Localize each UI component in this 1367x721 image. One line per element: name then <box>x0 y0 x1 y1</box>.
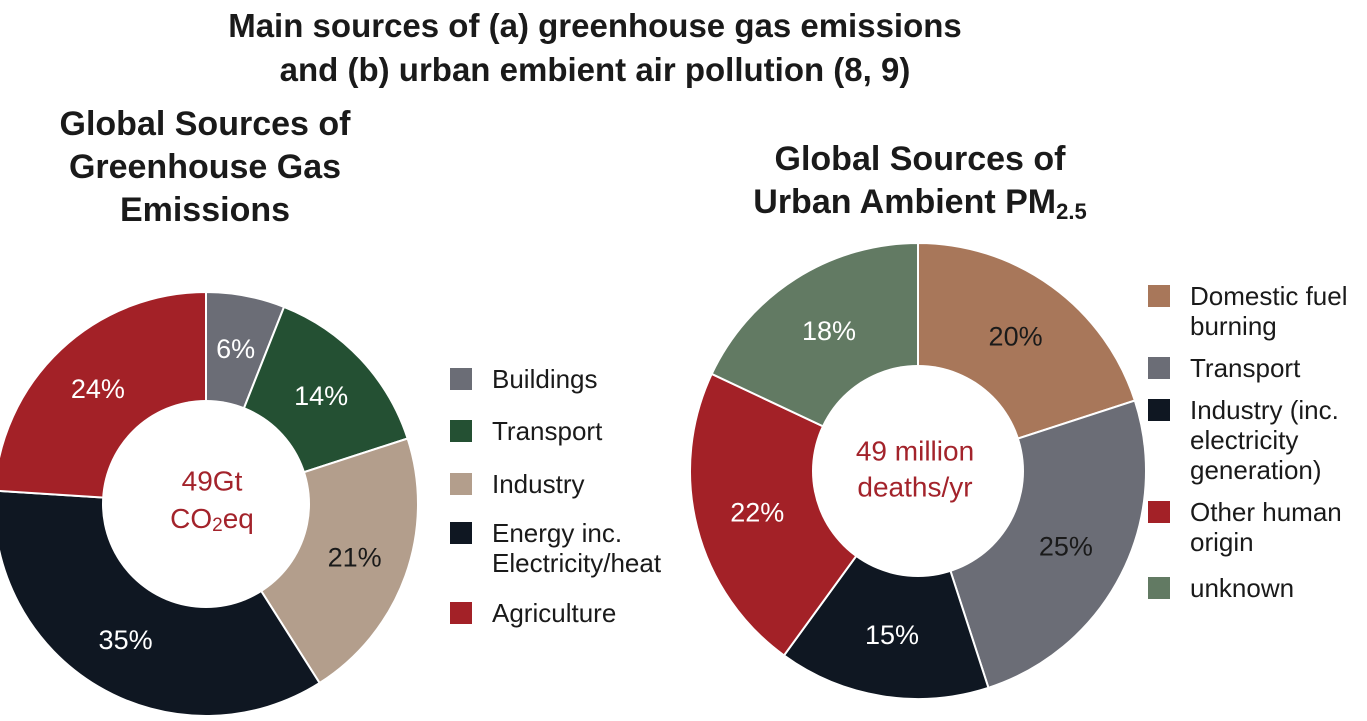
legend-label: Energy inc. Electricity/heat <box>492 518 662 578</box>
legend-label: Domestic fuel burning <box>1190 281 1348 341</box>
chart-a-title-line2: Greenhouse Gas <box>68 148 342 186</box>
figure-title-line2: and (b) urban embient air pollution (8, … <box>279 51 911 88</box>
legend-label: unknown <box>1190 573 1295 603</box>
legend-swatch <box>450 473 472 495</box>
figure-title: Main sources of (a) greenhouse gas emiss… <box>0 4 1190 92</box>
legend-swatch <box>450 420 472 442</box>
chart-b-title: Global Sources of Urban Ambient PM2.5 <box>700 138 1140 233</box>
slice-label-other-human-origin: 22% <box>730 497 784 527</box>
legend-label: Transport <box>1190 353 1301 383</box>
legend-swatch <box>1148 501 1170 523</box>
donut-hole <box>812 365 1024 577</box>
slice-label-transport: 14% <box>294 381 348 411</box>
chart-a-title-line3: Emissions <box>119 191 291 229</box>
figure-title-line1: Main sources of (a) greenhouse gas emiss… <box>228 7 962 44</box>
slice-label-energy-inc-electricity-heat: 35% <box>99 625 153 655</box>
legend-swatch <box>450 522 472 544</box>
chart-a-center-total: 49Gt <box>182 466 243 497</box>
legend-swatch <box>1148 357 1170 379</box>
chart-a-title-line1: Global Sources of <box>59 105 351 143</box>
legend-label: Transport <box>492 416 603 446</box>
legend-swatch <box>1148 577 1170 599</box>
slice-label-industry-inc-electricity-generation: 15% <box>865 620 919 650</box>
chart-b-center-line-1: 49 million <box>856 436 974 467</box>
legend-swatch <box>1148 399 1170 421</box>
chart-b-title-line1: Global Sources of <box>774 140 1066 178</box>
legend-label: Industry (inc. electricity generation) <box>1190 395 1339 485</box>
legend-label: Industry <box>492 469 585 499</box>
slice-label-domestic-fuel-burning: 20% <box>989 322 1043 352</box>
legend-swatch <box>450 368 472 390</box>
donut-hole <box>102 400 310 608</box>
slice-label-agriculture: 24% <box>71 374 125 404</box>
chart-b-title-line2: Urban Ambient PM2.5 <box>700 181 1140 233</box>
slice-label-transport: 25% <box>1039 531 1093 561</box>
slice-energy-inc-electricity-heat <box>0 490 321 717</box>
legend-label: Buildings <box>492 364 598 394</box>
legend-label: Other human origin <box>1190 497 1342 557</box>
slice-industry-inc-electricity-generation <box>782 468 990 700</box>
chart-b-title-subscript: 2.5 <box>1056 199 1087 224</box>
slice-label-buildings: 6% <box>216 334 255 364</box>
legend-label: Agriculture <box>492 598 617 628</box>
chart-a-title: Global Sources of Greenhouse Gas Emissio… <box>10 103 400 232</box>
chart-a-center-unit: CO2eq <box>170 503 254 536</box>
slice-label-unknown: 18% <box>802 316 856 346</box>
chart-b-center-line-2: deaths/yr <box>857 472 972 503</box>
chart-b-title-pm: Urban Ambient PM <box>753 183 1057 221</box>
legend-swatch <box>1148 285 1170 307</box>
slice-label-industry: 21% <box>328 543 382 573</box>
legend-swatch <box>450 602 472 624</box>
